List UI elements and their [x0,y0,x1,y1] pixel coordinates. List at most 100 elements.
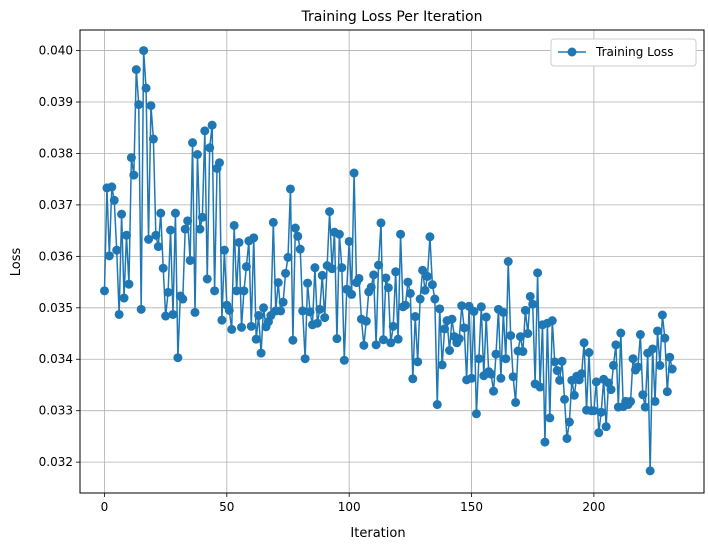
data-point [168,309,178,319]
data-point [121,230,131,240]
data-point [158,263,168,273]
data-point [391,267,401,277]
data-point [381,273,391,283]
data-point [525,291,535,301]
data-point [173,353,183,363]
data-point [410,312,420,322]
data-point [638,390,648,400]
data-point [552,366,562,376]
data-point [317,270,327,280]
data-point [633,362,643,372]
data-point [290,223,300,233]
series-layer [99,46,677,476]
data-point [197,212,207,222]
data-point [491,349,501,359]
data-point [616,328,626,338]
data-point [259,303,269,313]
data-point [210,286,220,296]
data-point [170,208,180,218]
data-point [134,100,144,110]
data-point [359,340,369,350]
data-point [550,357,560,367]
y-tick-label: 0.035 [39,301,73,315]
data-point [396,229,406,239]
data-point [628,354,638,364]
data-point [361,316,371,326]
data-point [320,313,330,323]
data-point [467,373,477,383]
data-point [281,268,291,278]
data-point [136,304,146,314]
data-point [109,195,119,205]
data-point [144,234,154,244]
data-point [229,220,239,230]
data-point [440,324,450,334]
data-point [273,278,283,288]
data-point [506,331,516,341]
data-point [435,304,445,314]
x-tick-label: 150 [460,500,483,514]
data-point [611,340,621,350]
data-point [518,347,528,357]
data-point [190,307,200,317]
data-point [545,413,555,423]
data-point [327,264,337,274]
data-point [577,369,587,379]
data-point [547,316,557,326]
data-point [635,330,645,340]
data-point [374,260,384,270]
data-point [596,407,606,417]
data-point [501,354,511,364]
data-point [591,377,601,387]
data-point [298,306,308,316]
data-point [520,305,530,315]
data-point [653,326,663,336]
data-point [202,274,212,284]
data-point [293,231,303,241]
data-point [369,270,379,280]
legend-box [550,38,697,67]
data-point [540,437,550,447]
data-point [584,348,594,358]
data-point [161,311,171,321]
x-tick-label: 50 [219,500,234,514]
data-point [655,360,665,370]
data-point [254,311,264,321]
data-point [557,356,567,366]
legend-label: Training Loss [595,45,673,59]
data-point [386,338,396,348]
data-point [437,360,447,370]
data-point [151,230,161,240]
y-tick-label: 0.034 [39,352,73,366]
data-point [408,374,418,384]
data-point [227,324,237,334]
data-point [256,348,266,358]
data-point [156,208,166,218]
legend-marker-swatch [567,47,577,57]
data-point [214,158,224,168]
plot-area-frame [79,29,705,494]
data-point [337,263,347,273]
data-point [376,218,386,228]
data-point [648,344,658,354]
data-point [234,237,244,247]
y-axis-title: Loss [9,248,24,277]
y-tick-label: 0.038 [39,146,73,160]
y-tick-label: 0.036 [39,249,73,263]
data-point [403,277,413,287]
data-point [474,354,484,364]
data-point [251,334,261,344]
data-point [163,287,173,297]
data-point [508,372,518,382]
data-point [447,314,457,324]
data-point [371,340,381,350]
y-tick-label: 0.032 [39,455,73,469]
data-point [112,245,122,255]
data-point [393,334,403,344]
data-point [148,134,158,144]
data-point [312,318,322,328]
data-point [300,354,310,364]
data-point [523,329,533,339]
data-point [188,138,198,148]
